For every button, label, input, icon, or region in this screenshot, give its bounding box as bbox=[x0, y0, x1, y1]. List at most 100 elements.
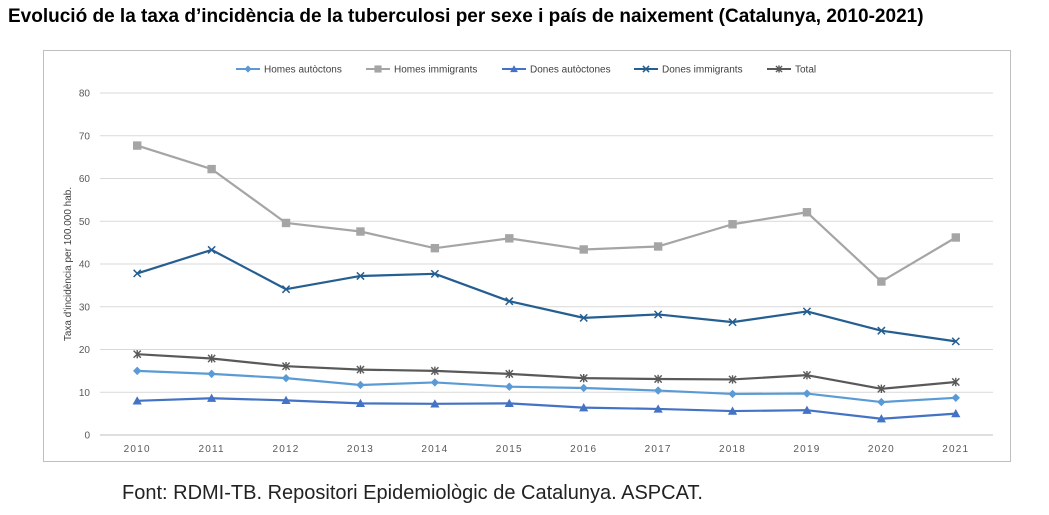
data-point-dones-immigrants bbox=[951, 337, 960, 346]
y-tick-label: 50 bbox=[79, 217, 91, 228]
data-point-dones-aut-ctones bbox=[281, 395, 291, 405]
x-tick-label: 2013 bbox=[347, 444, 374, 455]
legend-marker-homes-immigrants bbox=[374, 65, 382, 73]
data-point-dones-immigrants bbox=[728, 318, 737, 327]
data-point-dones-immigrants bbox=[653, 310, 663, 319]
x-tick-label: 2019 bbox=[793, 444, 820, 455]
data-point-dones-immigrants bbox=[356, 271, 365, 281]
data-point-homes-immigrants bbox=[802, 208, 812, 217]
y-tick-label: 60 bbox=[79, 174, 91, 185]
data-point-homes-aut-ctons bbox=[802, 389, 812, 398]
data-point-total bbox=[579, 373, 588, 383]
data-point-dones-immigrants bbox=[579, 313, 588, 322]
data-point-dones-immigrants bbox=[802, 307, 812, 316]
x-tick-label: 2020 bbox=[868, 444, 895, 455]
data-point-dones-aut-ctones bbox=[579, 403, 589, 412]
series-line-dones-immigrants bbox=[136, 248, 956, 343]
legend-marker-dones-aut-ctones bbox=[510, 65, 518, 73]
chart-title: Evolució de la taxa d’incidència de la t… bbox=[8, 6, 924, 27]
data-point-homes-immigrants bbox=[133, 141, 142, 150]
legend-label: Dones autòctones bbox=[530, 65, 611, 76]
data-point-dones-immigrants bbox=[505, 297, 514, 306]
data-point-dones-aut-ctones bbox=[355, 398, 366, 408]
data-point-homes-aut-ctons bbox=[728, 389, 737, 399]
series-line-homes-aut-ctons bbox=[137, 369, 956, 404]
data-point-dones-immigrants bbox=[281, 285, 291, 294]
data-point-homes-immigrants bbox=[207, 164, 216, 174]
data-point-dones-immigrants bbox=[207, 245, 216, 255]
data-point-dones-aut-ctones bbox=[132, 396, 142, 405]
legend-marker-dones-immigrants bbox=[642, 65, 650, 73]
series-line-homes-immigrants bbox=[136, 144, 957, 283]
data-point-homes-immigrants bbox=[505, 234, 514, 243]
data-point-dones-aut-ctones bbox=[951, 409, 961, 418]
data-point-homes-immigrants bbox=[281, 218, 291, 228]
data-point-dones-aut-ctones bbox=[207, 393, 217, 402]
data-point-homes-immigrants bbox=[430, 243, 440, 253]
data-point-homes-aut-ctons bbox=[951, 393, 960, 403]
x-tick-label: 2015 bbox=[496, 444, 523, 455]
y-tick-label: 0 bbox=[84, 431, 90, 442]
data-point-dones-aut-ctones bbox=[876, 414, 886, 423]
data-point-homes-immigrants bbox=[653, 242, 663, 251]
data-point-dones-immigrants bbox=[877, 326, 886, 335]
legend-label: Total bbox=[795, 65, 816, 76]
data-point-total bbox=[207, 354, 216, 363]
data-point-total bbox=[356, 365, 365, 374]
data-point-homes-aut-ctons bbox=[207, 369, 216, 379]
data-point-dones-aut-ctones bbox=[430, 399, 440, 408]
legend-marker-homes-aut-ctons bbox=[244, 65, 252, 73]
x-tick-label: 2011 bbox=[198, 444, 224, 455]
chart-area bbox=[43, 50, 1011, 462]
data-point-total bbox=[951, 377, 960, 387]
data-point-dones-immigrants bbox=[430, 269, 440, 278]
data-point-total bbox=[281, 361, 291, 371]
x-tick-label: 2021 bbox=[942, 444, 969, 455]
data-point-homes-aut-ctons bbox=[281, 373, 291, 383]
y-tick-label: 20 bbox=[79, 345, 91, 356]
data-point-total bbox=[133, 350, 142, 359]
legend-label: Homes immigrants bbox=[394, 65, 477, 76]
data-point-dones-aut-ctones bbox=[727, 406, 738, 415]
data-point-homes-immigrants bbox=[356, 227, 365, 236]
x-tick-label: 2016 bbox=[570, 444, 597, 455]
y-tick-label: 10 bbox=[79, 388, 91, 399]
data-point-homes-aut-ctons bbox=[356, 380, 365, 390]
data-point-homes-aut-ctons bbox=[430, 378, 440, 387]
legend-marker-total bbox=[775, 65, 783, 73]
data-point-total bbox=[430, 366, 439, 376]
data-point-dones-aut-ctones bbox=[802, 405, 812, 414]
data-point-total bbox=[877, 384, 886, 394]
data-point-dones-aut-ctones bbox=[504, 398, 514, 408]
data-point-dones-immigrants bbox=[133, 269, 142, 278]
data-point-homes-aut-ctons bbox=[653, 386, 663, 395]
x-tick-label: 2010 bbox=[124, 444, 151, 455]
data-point-homes-immigrants bbox=[951, 233, 960, 242]
data-point-total bbox=[802, 370, 812, 380]
data-point-homes-aut-ctons bbox=[133, 366, 142, 376]
data-point-homes-aut-ctons bbox=[579, 383, 588, 393]
data-point-homes-aut-ctons bbox=[505, 382, 514, 391]
y-tick-label: 70 bbox=[79, 131, 91, 142]
data-point-dones-aut-ctones bbox=[653, 404, 663, 413]
data-point-homes-aut-ctons bbox=[877, 397, 886, 407]
source-note: Font: RDMI-TB. Repositori Epidemiològic … bbox=[122, 482, 703, 504]
x-tick-label: 2012 bbox=[273, 444, 300, 455]
series-line-total bbox=[137, 353, 956, 390]
y-axis-label: Taxa d'incidència per 100.000 hab. bbox=[63, 187, 74, 341]
data-point-homes-immigrants bbox=[728, 220, 737, 229]
x-tick-label: 2017 bbox=[645, 444, 672, 455]
data-point-total bbox=[505, 369, 514, 379]
data-point-total bbox=[728, 375, 737, 384]
legend-label: Dones immigrants bbox=[662, 65, 743, 76]
legend-label: Homes autòctons bbox=[264, 65, 342, 76]
y-tick-label: 40 bbox=[79, 260, 91, 271]
y-tick-label: 80 bbox=[79, 89, 91, 100]
x-tick-label: 2018 bbox=[719, 444, 746, 455]
data-point-homes-immigrants bbox=[877, 277, 886, 286]
data-point-total bbox=[654, 374, 663, 384]
x-tick-label: 2014 bbox=[421, 444, 448, 455]
y-tick-label: 30 bbox=[79, 302, 91, 313]
data-point-homes-immigrants bbox=[579, 245, 588, 254]
